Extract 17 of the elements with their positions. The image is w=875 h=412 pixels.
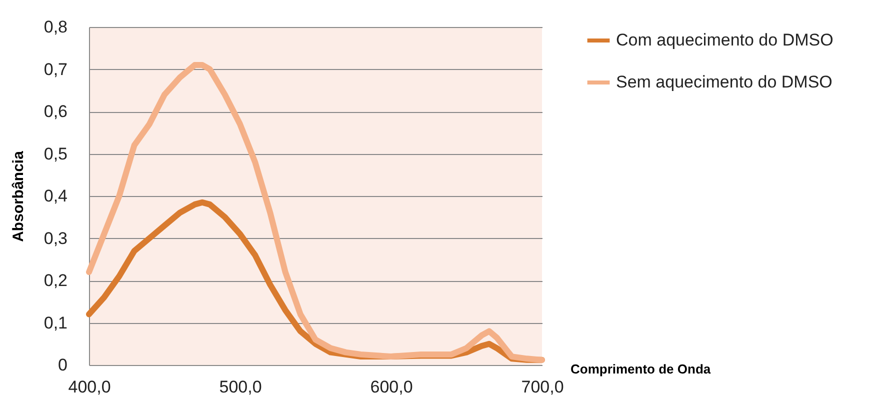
x-tick-label: 700,0 xyxy=(521,378,564,396)
x-tick-label: 500,0 xyxy=(219,378,262,396)
x-tick-label: 400,0 xyxy=(68,378,111,396)
y-axis-title: Absorbância xyxy=(10,150,27,242)
y-tick-label: 0,7 xyxy=(44,60,68,79)
y-tick-label: 0,1 xyxy=(44,313,68,332)
y-tick-label: 0,4 xyxy=(44,186,68,206)
y-tick-label: 0,8 xyxy=(44,18,68,36)
legend-label: Com aquecimento do DMSO xyxy=(616,30,834,50)
y-tick-label: 0,2 xyxy=(44,271,68,290)
legend-label: Sem aquecimento do DMSO xyxy=(616,72,832,92)
x-axis-title: Comprimento de Onda xyxy=(570,362,712,376)
y-tick-label: 0,3 xyxy=(44,228,68,248)
y-tick-label: 0 xyxy=(58,356,68,374)
x-tick-label: 600,0 xyxy=(370,378,413,396)
y-tick-label: 0,5 xyxy=(44,144,68,164)
y-tick-label: 0,6 xyxy=(44,102,68,121)
